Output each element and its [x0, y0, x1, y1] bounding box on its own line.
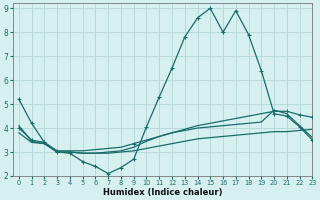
- X-axis label: Humidex (Indice chaleur): Humidex (Indice chaleur): [103, 188, 222, 197]
